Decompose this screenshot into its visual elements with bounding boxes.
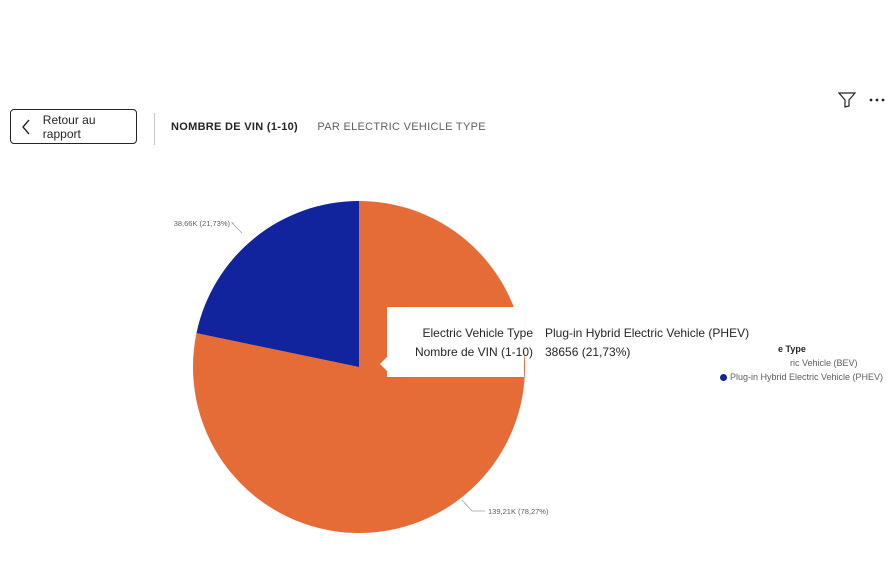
pie-slice-bev[interactable]: [192, 201, 525, 533]
tooltip-key-count: Nombre de VIN (1-10): [414, 345, 533, 359]
legend-item-bev[interactable]: ric Vehicle (BEV): [790, 358, 890, 368]
legend-dot-phev: [720, 373, 727, 381]
legend-item-phev[interactable]: Plug-in Hybrid Electric Vehicle (PHEV): [720, 372, 890, 382]
more-options-icon[interactable]: [866, 91, 888, 109]
title-measure: NOMBRE DE VIN (1-10): [171, 121, 299, 133]
tooltip-arrow: [380, 357, 387, 371]
filter-icon[interactable]: [836, 91, 858, 109]
chevron-left-icon: [15, 119, 37, 135]
title-by: PAR ELECTRIC VEHICLE TYPE: [317, 121, 486, 133]
tooltip-value-count: 38656 (21,73%): [545, 345, 631, 359]
chart-legend: e Type ric Vehicle (BEV) Plug-in Hybrid …: [700, 344, 890, 382]
data-label-phev: 38,66K (21,73%): [174, 219, 231, 228]
back-button-label: Retour au rapport: [42, 112, 96, 141]
legend-label-phev: Plug-in Hybrid Electric Vehicle (PHEV): [730, 372, 884, 382]
legend-label-bev: ric Vehicle (BEV): [790, 358, 858, 368]
tooltip-value-type: Plug-in Hybrid Electric Vehicle (PHEV): [545, 326, 750, 340]
legend-title: e Type: [778, 344, 806, 354]
visual-title: NOMBRE DE VIN (1-10) PAR ELECTRIC VEHICL…: [171, 121, 486, 133]
tooltip-key-type: Electric Vehicle Type: [422, 326, 533, 340]
leader-line-phev: [231, 222, 243, 234]
header-separator: [154, 113, 155, 145]
leader-line-bev: [461, 499, 485, 512]
pie-slice-phev[interactable]: [196, 201, 359, 367]
data-label-bev: 139,21K (78,27%): [488, 507, 549, 516]
back-to-report-button[interactable]: Retour au rapport: [10, 109, 137, 144]
tooltip-box: [387, 307, 524, 377]
visual-header-icons: [836, 91, 888, 109]
